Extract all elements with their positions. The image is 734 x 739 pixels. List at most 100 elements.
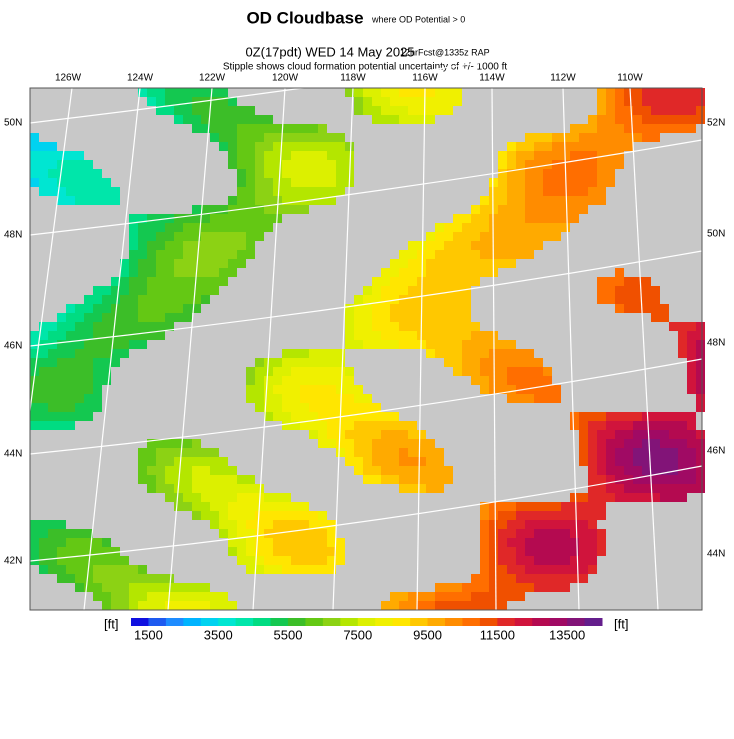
map-cell (183, 466, 192, 475)
map-cell (210, 214, 219, 223)
map-cell (651, 475, 660, 484)
map-cell (291, 358, 300, 367)
map-cell (345, 313, 354, 322)
map-cell (642, 493, 651, 502)
map-cell (300, 385, 309, 394)
map-cell (696, 376, 705, 385)
map-cell (237, 124, 246, 133)
map-cell (354, 403, 363, 412)
map-cell (75, 178, 84, 187)
map-cell (678, 484, 687, 493)
map-cell (228, 259, 237, 268)
map-cell (282, 160, 291, 169)
map-cell (426, 322, 435, 331)
map-cell (228, 115, 237, 124)
map-cell (426, 340, 435, 349)
map-cell (48, 403, 57, 412)
map-cell (147, 475, 156, 484)
map-cell (255, 385, 264, 394)
map-cell (156, 574, 165, 583)
map-cell (264, 169, 273, 178)
map-cell (84, 187, 93, 196)
map-cell (678, 421, 687, 430)
map-cell (399, 322, 408, 331)
map-cell (102, 313, 111, 322)
map-cell (480, 232, 489, 241)
lon-line (332, 87, 354, 611)
map-cell (174, 214, 183, 223)
map-cell (543, 502, 552, 511)
map-cell (633, 475, 642, 484)
map-cell (435, 313, 444, 322)
map-cell (201, 601, 210, 610)
map-cell (219, 88, 228, 97)
map-cell (552, 178, 561, 187)
map-cell (282, 169, 291, 178)
map-cell (291, 367, 300, 376)
map-cell (354, 385, 363, 394)
map-cell (453, 304, 462, 313)
map-cell (498, 223, 507, 232)
map-cell (318, 124, 327, 133)
map-cell (138, 286, 147, 295)
colorbar-swatch (253, 618, 272, 626)
map-cell (282, 205, 291, 214)
colorbar-swatch (584, 618, 603, 626)
map-cell (156, 457, 165, 466)
map-cell (255, 376, 264, 385)
map-cell (498, 556, 507, 565)
map-cell (390, 322, 399, 331)
map-cell (543, 394, 552, 403)
map-cell (426, 277, 435, 286)
map-cell (660, 457, 669, 466)
map-cell (30, 142, 39, 151)
map-cell (525, 196, 534, 205)
map-cell (138, 277, 147, 286)
map-cell (381, 97, 390, 106)
colorbar-swatch (270, 618, 289, 626)
map-cell (120, 259, 129, 268)
map-cell (264, 115, 273, 124)
map-cell (525, 529, 534, 538)
map-cell (300, 205, 309, 214)
map-cell (543, 169, 552, 178)
map-cell (39, 151, 48, 160)
map-cell (66, 187, 75, 196)
map-cell (309, 151, 318, 160)
map-cell (480, 385, 489, 394)
map-cell (138, 241, 147, 250)
map-cell (264, 151, 273, 160)
map-cell (543, 133, 552, 142)
map-cell (453, 601, 462, 610)
map-cell (426, 457, 435, 466)
map-cell (174, 493, 183, 502)
map-cell (255, 556, 264, 565)
map-cell (507, 556, 516, 565)
map-cell (156, 214, 165, 223)
map-cell (561, 214, 570, 223)
map-cell (291, 196, 300, 205)
map-cell (651, 484, 660, 493)
map-cell (597, 169, 606, 178)
map-cell (147, 574, 156, 583)
map-cell (660, 304, 669, 313)
map-cell (228, 232, 237, 241)
map-cell (633, 466, 642, 475)
map-cell (372, 466, 381, 475)
map-cell (75, 340, 84, 349)
map-cell (390, 304, 399, 313)
map-cell (435, 583, 444, 592)
map-cell (669, 115, 678, 124)
map-cell (408, 601, 417, 610)
map-cell (408, 475, 417, 484)
colorbar-swatch (497, 618, 516, 626)
map-cell (138, 232, 147, 241)
map-cell (210, 259, 219, 268)
map-cell (516, 556, 525, 565)
map-cell (255, 538, 264, 547)
map-cell (624, 295, 633, 304)
map-cell (489, 565, 498, 574)
lon-line (491, 87, 497, 611)
map-cell (417, 475, 426, 484)
map-cell (498, 511, 507, 520)
